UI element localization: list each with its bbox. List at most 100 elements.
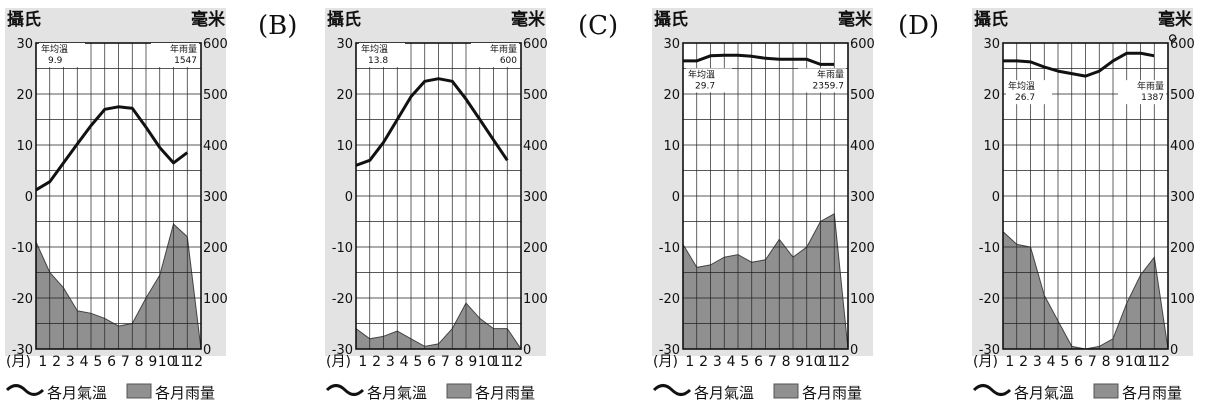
temp-tick-label: 30 [336, 37, 353, 52]
rainfall-legend-swatch [446, 383, 472, 399]
temperature-legend-label: 各月氣溫 [694, 384, 754, 402]
rain-tick-label: 200 [1170, 241, 1195, 256]
month-tick-label: 2 [372, 354, 381, 370]
annual-temp-label: 年均溫 [1008, 80, 1035, 92]
rain-tick-label: 400 [1170, 139, 1195, 154]
temperature-legend-icon [5, 384, 45, 396]
month-tick-label: 1 [358, 354, 367, 370]
annual-temp-value: 13.8 [368, 56, 388, 66]
rain-tick-label: 600 [203, 37, 228, 52]
temperature-legend-icon [652, 384, 692, 396]
month-tick-label: 4 [400, 354, 409, 370]
temperature-legend-label: 各月氣溫 [367, 384, 427, 402]
month-tick-label: 1 [38, 354, 47, 370]
month-tick-label: 1 [685, 354, 694, 370]
rain-tick-label: 600 [523, 37, 548, 52]
rain-tick-label: 200 [203, 241, 228, 256]
temp-tick-label: 20 [663, 88, 680, 103]
temperature-line [355, 77, 509, 167]
month-tick-label: 6 [107, 354, 116, 370]
annual-rain-value: 600 [500, 56, 517, 66]
temp-tick-label: -20 [332, 292, 353, 307]
month-tick-label: 1 [1005, 354, 1014, 370]
month-tick-label: 4 [1047, 354, 1056, 370]
plot-border [35, 42, 202, 350]
month-tick-label: 8 [1102, 354, 1111, 370]
temp-tick-label: 20 [16, 88, 33, 103]
rain-tick-label: 300 [203, 190, 228, 205]
temp-tick-label: -30 [659, 343, 680, 358]
annual-temp-label: 年均溫 [688, 68, 715, 80]
month-tick-label: 12 [832, 354, 850, 370]
annual-rain-label: 年雨量 [1137, 80, 1164, 92]
month-tick-label: 3 [66, 354, 75, 370]
annual-rain-label: 年雨量 [817, 68, 844, 80]
month-tick-label: 11 [818, 354, 836, 370]
annual-rain-box [471, 43, 519, 67]
rainfall-legend-swatch [773, 383, 799, 399]
celsius-unit-label: 攝氏 [327, 9, 361, 30]
rainfall-legend-label: 各月雨量 [155, 384, 215, 402]
temp-tick-label: 10 [663, 139, 680, 154]
month-tick-label: 9 [1115, 354, 1124, 370]
temp-tick-label: 30 [16, 37, 33, 52]
rain-tick-label: 300 [1170, 190, 1195, 205]
month-tick-label: 9 [468, 354, 477, 370]
month-tick-label: 6 [427, 354, 436, 370]
temperature-line [1003, 51, 1155, 78]
temperature-line [683, 53, 835, 66]
temperature-line [35, 105, 189, 192]
temperature-legend-label: 各月氣溫 [47, 384, 107, 402]
millimeter-unit-label: 毫米 [1158, 9, 1193, 30]
millimeter-unit-label: 毫米 [838, 9, 873, 30]
choice-label-c: (C) [578, 11, 619, 41]
rain-tick-label: 100 [1170, 292, 1195, 307]
month-tick-label: 7 [768, 354, 777, 370]
month-tick-label: 2 [699, 354, 708, 370]
celsius-unit-label: 攝氏 [974, 9, 1008, 30]
temp-tick-label: 0 [992, 190, 1000, 205]
month-tick-label: 3 [386, 354, 395, 370]
temp-tick-label: -20 [979, 292, 1000, 307]
plot-border [1002, 42, 1169, 350]
rain-tick-label: 600 [1170, 37, 1195, 52]
annual-rain-value: 2359.7 [813, 81, 845, 91]
month-tick-label: 3 [1033, 354, 1042, 370]
month-tick-label: 8 [135, 354, 144, 370]
annual-temp-label: 年均溫 [361, 43, 388, 55]
rain-tick-label: 500 [850, 88, 875, 103]
temp-tick-label: 20 [983, 88, 1000, 103]
temp-tick-label: -10 [659, 241, 680, 256]
temp-tick-label: 10 [16, 139, 33, 154]
trailing-period: 。 [1168, 18, 1192, 46]
month-axis-prefix: (月) [326, 354, 351, 370]
rainfall-legend-swatch [126, 383, 152, 399]
annual-temp-box [39, 43, 85, 67]
millimeter-unit-label: 毫米 [191, 9, 226, 30]
rain-tick-label: 400 [850, 139, 875, 154]
month-tick-label: 6 [1074, 354, 1083, 370]
temp-tick-label: -30 [979, 343, 1000, 358]
rain-tick-label: 400 [523, 139, 548, 154]
temp-tick-label: 0 [25, 190, 33, 205]
month-tick-label: 12 [185, 354, 203, 370]
temp-tick-label: 30 [983, 37, 1000, 52]
choice-label-d: (D) [898, 11, 940, 41]
rain-tick-label: 0 [523, 343, 531, 358]
annual-rain-label: 年雨量 [490, 43, 517, 55]
month-tick-label: 10 [805, 354, 823, 370]
rain-tick-label: 0 [850, 343, 858, 358]
month-tick-label: 5 [93, 354, 102, 370]
rain-tick-label: 200 [523, 241, 548, 256]
choice-label-b: (B) [258, 11, 298, 41]
temperature-legend-label: 各月氣溫 [1014, 384, 1074, 402]
rainfall-legend-label: 各月雨量 [1122, 384, 1182, 402]
month-tick-label: 2 [1019, 354, 1028, 370]
temp-tick-label: -10 [332, 241, 353, 256]
month-tick-label: 5 [740, 354, 749, 370]
rain-tick-label: 300 [850, 190, 875, 205]
temp-tick-label: -10 [12, 241, 33, 256]
rain-tick-label: 0 [203, 343, 211, 358]
